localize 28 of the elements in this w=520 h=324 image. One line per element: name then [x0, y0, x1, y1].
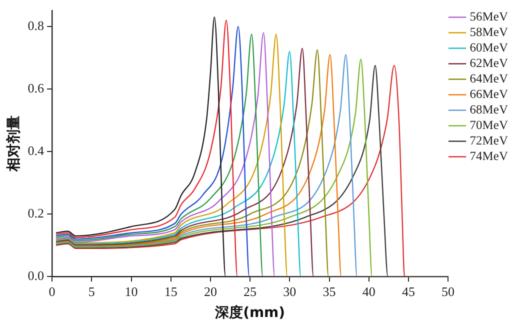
- legend-label: 62MeV: [470, 56, 508, 70]
- x-tick-label: 20: [204, 284, 217, 299]
- legend-label: 58MeV: [470, 25, 508, 40]
- legend-label: 68MeV: [470, 102, 508, 117]
- y-tick-label: 0.0: [28, 268, 44, 284]
- legend-label: 70MeV: [470, 118, 508, 132]
- x-tick-label: 5: [88, 284, 95, 299]
- legend-label: 72MeV: [470, 134, 508, 148]
- y-tick-label: 0.4: [28, 142, 45, 158]
- x-tick-label: 50: [442, 284, 455, 299]
- y-axis-title: 相对剂量: [5, 116, 22, 173]
- legend-label: 56MeV: [470, 10, 508, 24]
- legend-label: 74MeV: [470, 149, 508, 164]
- legend-label: 64MeV: [470, 72, 508, 86]
- y-tick-label: 0.2: [28, 205, 44, 220]
- legend-label: 66MeV: [470, 87, 508, 102]
- x-tick-label: 10: [124, 284, 138, 299]
- x-tick-label: 45: [402, 284, 415, 299]
- x-axis-title: 深度(mm): [214, 304, 286, 322]
- x-tick-label: 40: [362, 284, 376, 299]
- x-tick-label: 15: [164, 284, 178, 299]
- y-tick-label: 0.8: [28, 18, 44, 33]
- x-tick-label: 30: [283, 284, 296, 299]
- y-tick-label: 0.6: [28, 80, 45, 96]
- x-tick-label: 0: [48, 284, 56, 299]
- legend-label: 60MeV: [470, 40, 508, 55]
- x-tick-label: 25: [244, 284, 257, 299]
- x-tick-label: 35: [322, 284, 336, 299]
